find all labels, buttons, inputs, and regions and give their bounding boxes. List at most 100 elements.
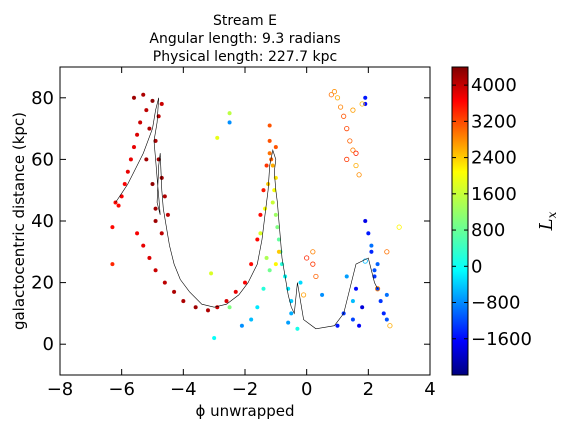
data-point xyxy=(227,111,232,116)
data-point xyxy=(310,249,316,255)
data-point xyxy=(267,138,272,143)
data-point xyxy=(286,320,291,325)
data-point xyxy=(125,169,130,174)
data-point xyxy=(141,243,146,248)
data-point xyxy=(249,262,254,267)
data-point xyxy=(150,181,155,187)
x-tick-label: −6 xyxy=(108,379,135,400)
data-point xyxy=(113,200,118,205)
y-axis-label: galactocentric distance (kpc) xyxy=(10,112,28,330)
data-point xyxy=(212,335,217,341)
data-point xyxy=(350,107,356,113)
data-point xyxy=(159,101,164,107)
data-point xyxy=(153,268,158,273)
data-point xyxy=(227,305,232,310)
data-point xyxy=(141,92,146,97)
data-point xyxy=(363,218,368,224)
data-point xyxy=(159,231,164,236)
data-point xyxy=(131,95,137,100)
data-point xyxy=(366,231,371,236)
data-point xyxy=(255,305,260,310)
data-point xyxy=(116,203,121,208)
data-point xyxy=(350,147,356,153)
data-point xyxy=(110,225,115,230)
data-point xyxy=(372,268,377,273)
data-point xyxy=(372,274,377,279)
data-point xyxy=(378,299,383,304)
colorbar-ticks: −1600 −800 0 800 1600 2400 3200 4000 xyxy=(452,75,532,350)
data-point xyxy=(344,274,349,279)
data-point xyxy=(227,120,232,125)
chart-title: Stream E Angular length: 9.3 radians Phy… xyxy=(149,13,340,65)
y-tick-label: 80 xyxy=(31,88,54,109)
data-point xyxy=(384,292,389,297)
data-point xyxy=(233,289,238,294)
data-point xyxy=(359,101,365,107)
data-point xyxy=(215,135,220,140)
colorbar-label: Lx xyxy=(536,211,559,231)
data-point xyxy=(144,157,149,162)
data-point xyxy=(298,280,303,285)
data-point xyxy=(276,237,281,242)
data-point xyxy=(255,237,260,242)
data-point xyxy=(353,162,359,169)
title-line-3: Physical length: 227.7 kpc xyxy=(153,49,337,65)
data-point xyxy=(272,188,277,193)
data-point xyxy=(344,156,350,162)
data-point xyxy=(357,323,362,328)
data-point xyxy=(258,231,263,236)
data-point xyxy=(267,268,272,273)
data-point xyxy=(264,163,269,168)
data-point xyxy=(110,262,115,267)
data-point xyxy=(156,157,161,162)
colorbar-tick-label: 2400 xyxy=(471,148,517,169)
data-point xyxy=(267,151,272,156)
data-point xyxy=(261,286,266,291)
colorbar-tick-label: 1600 xyxy=(471,184,517,205)
data-point xyxy=(138,120,143,125)
y-tick-label: 60 xyxy=(31,149,54,170)
x-axis-label: ϕ unwrapped xyxy=(195,402,294,420)
data-point xyxy=(162,280,167,285)
y-tick-label: 0 xyxy=(43,334,54,355)
data-point xyxy=(331,89,338,95)
track-line xyxy=(115,97,378,330)
data-point xyxy=(273,262,278,267)
data-point xyxy=(159,175,164,180)
data-point xyxy=(242,280,248,285)
x-tick-label: −2 xyxy=(232,379,259,400)
data-point xyxy=(347,138,353,144)
data-point xyxy=(300,292,307,298)
data-point xyxy=(153,138,158,143)
data-point xyxy=(341,113,347,119)
data-point xyxy=(144,108,149,113)
data-point xyxy=(384,249,390,255)
data-point xyxy=(350,299,355,304)
data-point xyxy=(205,308,211,313)
data-point xyxy=(344,126,350,132)
data-point xyxy=(147,126,152,131)
data-point xyxy=(131,145,137,150)
data-point xyxy=(374,286,381,292)
colorbar-tick-label: −1600 xyxy=(471,329,532,350)
data-point xyxy=(249,317,254,322)
data-point xyxy=(135,231,140,236)
data-point xyxy=(270,163,275,168)
data-point xyxy=(273,145,278,150)
data-point xyxy=(295,326,300,331)
data-point xyxy=(181,299,186,304)
data-point xyxy=(193,305,198,310)
colorbar-tick-label: 3200 xyxy=(471,111,517,132)
data-point xyxy=(337,104,344,110)
colorbar-tick-label: −800 xyxy=(471,293,520,314)
data-point xyxy=(334,95,341,101)
data-point xyxy=(350,317,355,322)
data-marks xyxy=(110,89,402,341)
data-point xyxy=(328,92,334,98)
data-point xyxy=(275,225,280,230)
y-tick-label: 20 xyxy=(31,273,54,294)
title-line-1: Stream E xyxy=(213,13,277,29)
data-point xyxy=(267,123,272,128)
data-point xyxy=(270,200,275,205)
